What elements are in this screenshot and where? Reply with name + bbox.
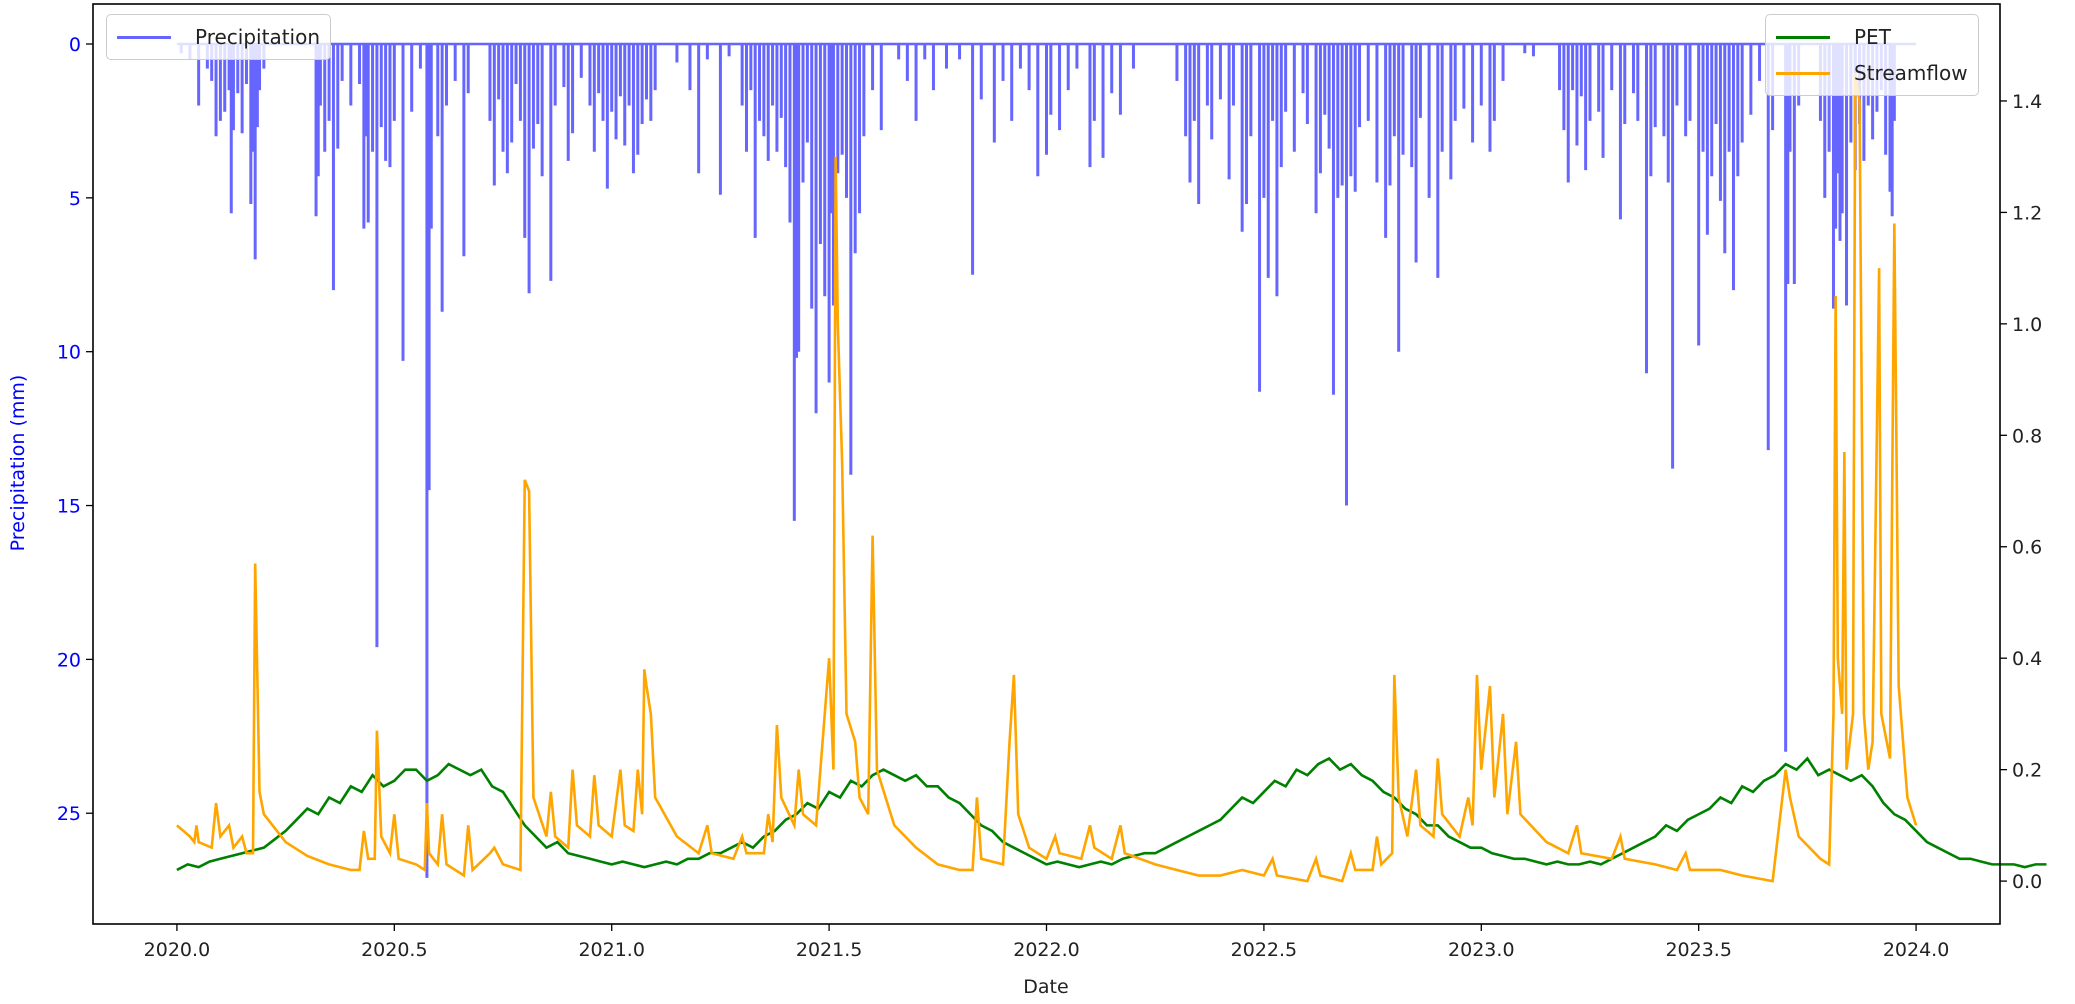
left-tick-label: 25 xyxy=(57,803,81,825)
right-tick-label: 0.0 xyxy=(2012,871,2042,893)
left-axis-label: Precipitation (mm) xyxy=(7,375,29,552)
right-tick-label: 0.6 xyxy=(2012,537,2042,559)
right-tick-label: 1.4 xyxy=(2012,91,2042,113)
legend-entry-streamflow: Streamflow xyxy=(1766,55,1978,91)
x-tick-label: 2022.5 xyxy=(1231,939,1297,961)
pet-swatch xyxy=(1776,35,1830,39)
x-axis-label: Date xyxy=(1023,976,1068,998)
x-tick-label: 2024.0 xyxy=(1883,939,1949,961)
right-tick-label: 1.0 xyxy=(2012,314,2042,336)
legend-right: PET Streamflow xyxy=(1765,14,1979,96)
right-tick-label: 1.2 xyxy=(2012,202,2042,224)
left-axis-ticks: 0 5 10 15 20 25 xyxy=(57,34,93,825)
legend-label: PET xyxy=(1854,25,1891,49)
right-tick-label: 0.4 xyxy=(2012,648,2042,670)
x-tick-label: 2021.5 xyxy=(796,939,862,961)
legend-entry-precipitation: Precipitation xyxy=(107,19,330,55)
left-tick-label: 10 xyxy=(57,342,81,364)
x-tick-label: 2022.0 xyxy=(1013,939,1079,961)
x-tick-label: 2020.5 xyxy=(361,939,427,961)
right-tick-label: 0.2 xyxy=(2012,760,2042,782)
streamflow-series-line xyxy=(176,72,1918,883)
x-tick-label: 2023.5 xyxy=(1665,939,1731,961)
left-tick-label: 5 xyxy=(69,188,81,210)
precipitation-series xyxy=(176,42,1917,878)
streamflow-swatch xyxy=(1776,71,1830,75)
right-axis-ticks: 0.0 0.2 0.4 0.6 0.8 1.0 1.2 1.4 xyxy=(2000,91,2042,893)
legend-label: Streamflow xyxy=(1854,61,1968,85)
x-axis-ticks: 2020.0 2020.5 2021.0 2021.5 2022.0 2022.5 2023… xyxy=(144,924,1949,961)
pet-series-line xyxy=(176,756,2047,872)
left-tick-label: 0 xyxy=(69,34,81,56)
legend-left: Precipitation xyxy=(106,14,332,60)
x-tick-label: 2023.0 xyxy=(1448,939,1514,961)
left-tick-label: 15 xyxy=(57,496,81,518)
legend-entry-pet: PET xyxy=(1766,19,1978,55)
right-tick-label: 0.8 xyxy=(2012,425,2042,447)
precipitation-swatch xyxy=(117,35,171,39)
x-tick-label: 2020.0 xyxy=(144,939,210,961)
x-tick-label: 2021.0 xyxy=(578,939,644,961)
left-tick-label: 20 xyxy=(57,649,81,671)
legend-label: Precipitation xyxy=(195,25,321,49)
